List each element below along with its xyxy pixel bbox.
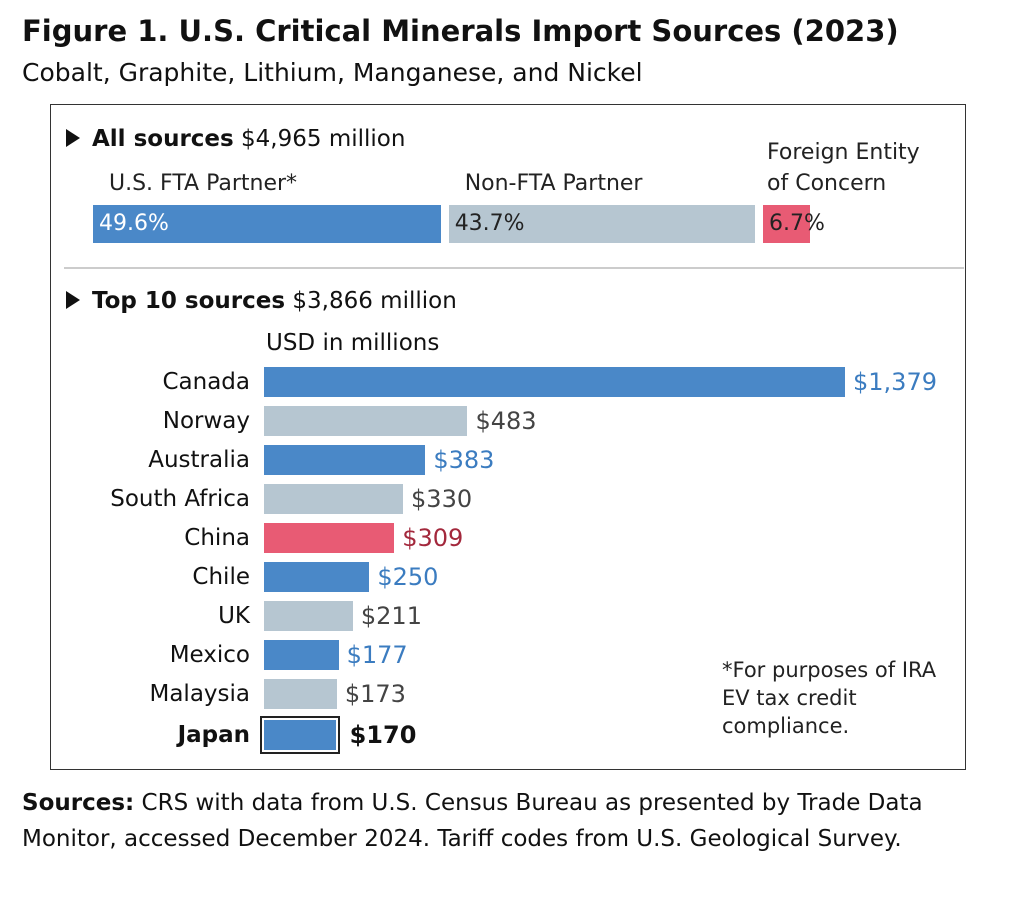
sources-text: CRS with data from U.S. Census Bureau as… (22, 790, 923, 852)
bar-canada (264, 367, 845, 397)
stacked-segment-non_fta: 43.7% (448, 205, 756, 243)
data-label: $250 (377, 563, 439, 591)
stacked-segment-feoc: 6.7% (763, 205, 825, 243)
sources-label: Sources: (22, 790, 135, 816)
data-label: $1,379 (853, 368, 937, 396)
category-label: Chile (192, 564, 250, 590)
bar-china (264, 523, 395, 553)
bar-mexico (264, 640, 339, 670)
category-label: Malaysia (149, 681, 250, 707)
segment-category-label: of Concern (767, 171, 887, 196)
bar-australia (264, 445, 426, 475)
category-label: Japan (177, 722, 250, 748)
category-label: Canada (162, 369, 250, 395)
data-label: $309 (402, 524, 464, 552)
all-sources-label: All sources (92, 126, 234, 152)
bar-japan (264, 720, 336, 750)
category-label: South Africa (110, 486, 250, 512)
all-sources-total: $4,965 million (241, 126, 406, 152)
bar-norway (264, 406, 468, 436)
data-label: $483 (475, 407, 537, 435)
bar-uk (264, 601, 353, 631)
data-label: $211 (360, 602, 422, 630)
section-divider (64, 267, 964, 269)
data-label: $383 (433, 446, 495, 474)
data-label: $177 (346, 641, 408, 669)
category-label: UK (218, 603, 250, 629)
triangle-bullet-icon (66, 129, 80, 147)
segment-category-label: U.S. FTA Partner* (109, 171, 298, 196)
top10-total: $3,866 million (292, 288, 457, 314)
bar-chile (264, 562, 370, 592)
category-label: Australia (148, 447, 250, 473)
category-label: Norway (162, 408, 250, 434)
data-label: $173 (344, 680, 406, 708)
figure-subtitle: Cobalt, Graphite, Lithium, Manganese, an… (22, 58, 643, 87)
top10-heading: Top 10 sources $3,866 million (66, 288, 457, 314)
all-sources-heading: All sources $4,965 million (66, 126, 405, 152)
category-label: China (184, 525, 250, 551)
sources-note: Sources: CRS with data from U.S. Census … (22, 785, 1002, 857)
data-label: $330 (411, 485, 473, 513)
chart-frame (50, 104, 966, 770)
category-label: Mexico (169, 642, 250, 668)
data-label: $170 (349, 721, 417, 749)
bar-malaysia (264, 679, 337, 709)
triangle-bullet-icon (66, 291, 80, 309)
stacked-segment-fta: 49.6% (93, 205, 441, 243)
figure-title: Figure 1. U.S. Critical Minerals Import … (22, 14, 899, 48)
footnote: *For purposes of IRA EV tax credit compl… (722, 658, 937, 738)
segment-category-label: Non-FTA Partner (464, 171, 643, 196)
x-axis-label: USD in millions (266, 330, 440, 356)
top10-label: Top 10 sources (92, 288, 286, 314)
bar-south-africa (264, 484, 404, 514)
segment-category-label: Foreign Entity (767, 140, 920, 165)
